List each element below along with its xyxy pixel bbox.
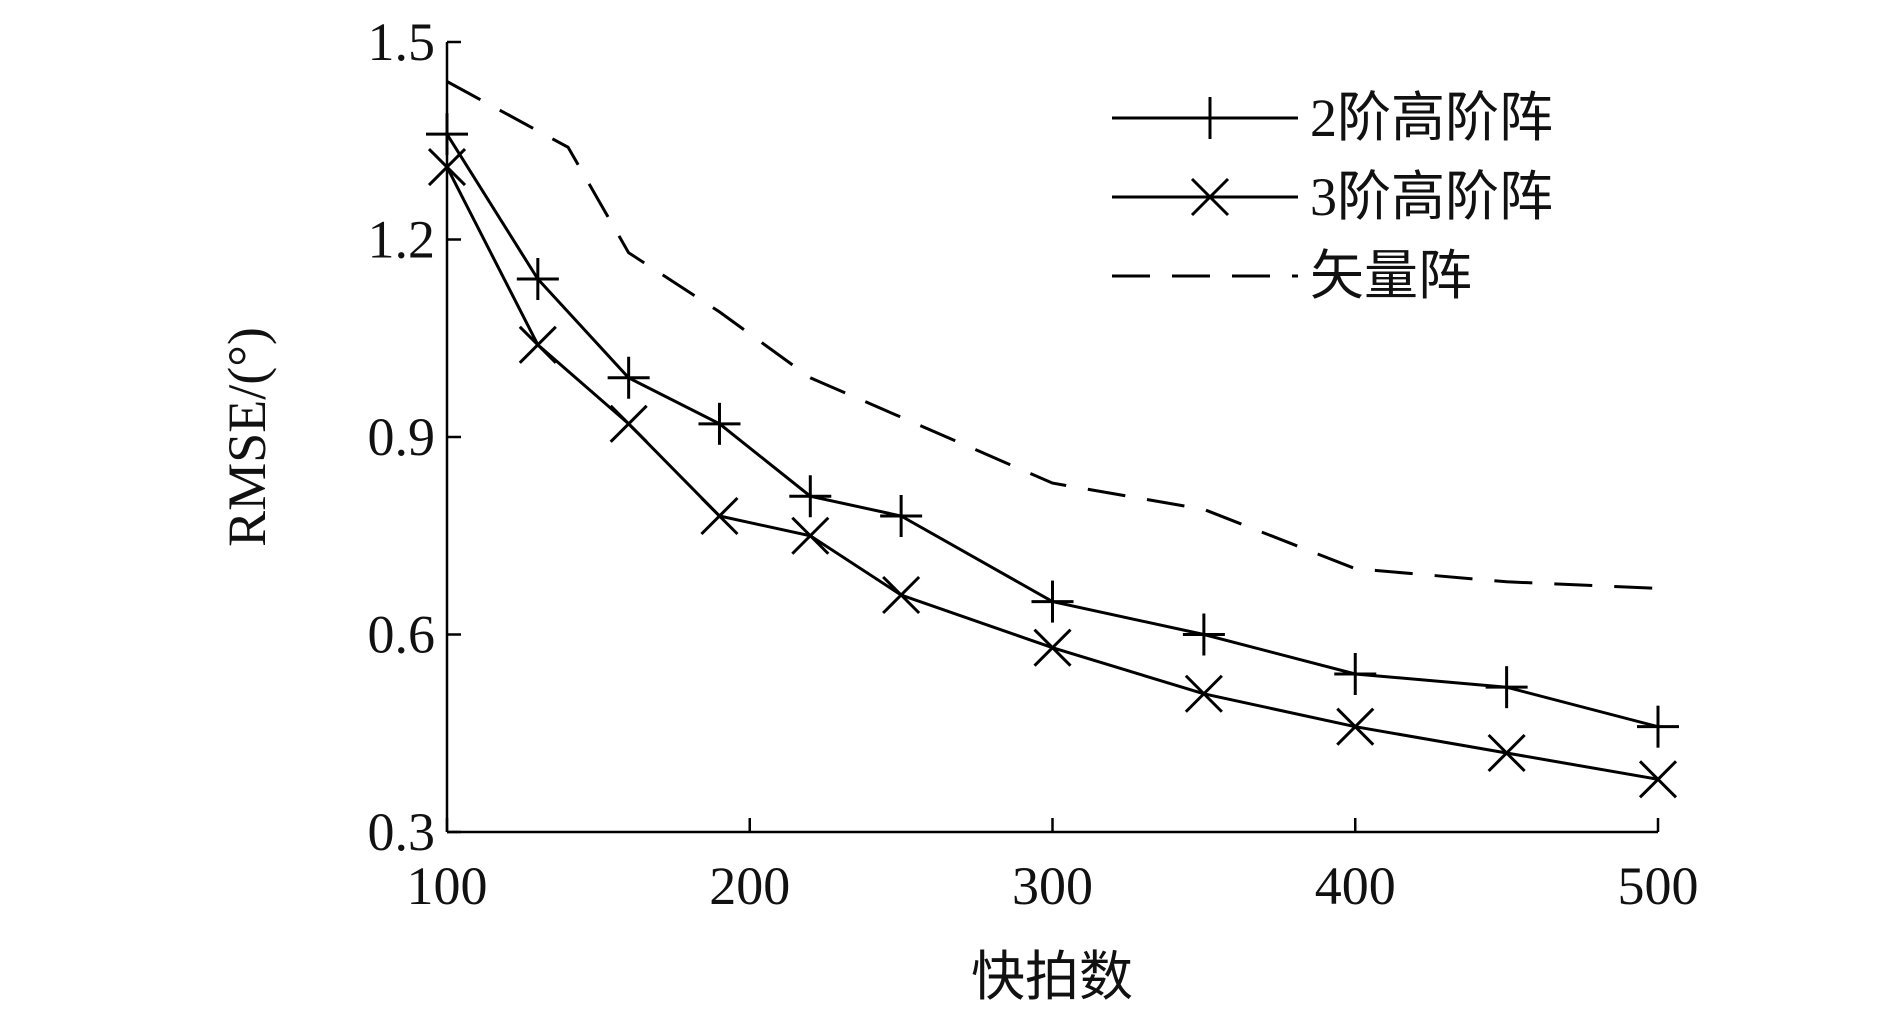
x-tick-label: 500 <box>1618 856 1699 916</box>
y-tick-label: 1.5 <box>368 12 436 72</box>
data-point <box>882 575 921 615</box>
data-point <box>1033 628 1072 667</box>
legend-label: 矢量阵 <box>1310 246 1472 306</box>
series-line <box>445 166 1659 781</box>
series-1 <box>426 113 1679 748</box>
axes <box>445 42 1658 834</box>
data-point <box>609 404 648 443</box>
data-point <box>1184 674 1223 713</box>
series-line <box>446 80 1659 590</box>
legend-marker <box>1190 177 1230 217</box>
data-point <box>607 356 650 399</box>
legend-entry: 矢量阵 <box>1112 246 1472 306</box>
x-tick-label: 100 <box>407 856 488 916</box>
series-3 <box>446 80 1659 590</box>
y-axis-title: RMSE/(°) <box>217 327 277 547</box>
data-point <box>1637 705 1679 748</box>
data-point <box>427 148 467 187</box>
data-point <box>518 325 557 364</box>
x-tick-label: 200 <box>709 856 790 916</box>
data-point <box>426 113 468 156</box>
data-point <box>791 516 830 555</box>
legend-entry: 2阶高阶阵 <box>1112 88 1553 148</box>
data-point <box>516 258 559 300</box>
data-point <box>1336 707 1375 746</box>
legend-entry: 3阶高阶阵 <box>1112 167 1553 227</box>
series-2 <box>427 148 1678 799</box>
legend-marker <box>1189 97 1231 139</box>
data-point <box>789 475 832 518</box>
x-tick-label: 300 <box>1012 856 1093 916</box>
x-tick-label: 400 <box>1315 856 1396 916</box>
data-point <box>700 496 739 536</box>
data-point <box>698 402 741 445</box>
data-point <box>1485 666 1528 709</box>
ticks: 100 200 300 400 500 0.3 0.6 0.9 1.2 1.5 <box>368 12 1699 916</box>
x-axis-title: 快拍数 <box>971 947 1133 1007</box>
legend-label: 2阶高阶阵 <box>1310 88 1553 148</box>
data-point <box>1182 613 1225 656</box>
data-point <box>880 495 923 537</box>
data-point <box>1031 580 1074 623</box>
series-layer <box>426 80 1679 799</box>
data-point <box>1487 733 1526 773</box>
legend-label: 3阶高阶阵 <box>1310 167 1553 227</box>
data-point <box>1334 653 1377 695</box>
y-tick-label: 1.2 <box>368 210 436 270</box>
y-tick-label: 0.3 <box>368 802 436 862</box>
y-tick-label: 0.6 <box>368 605 436 665</box>
y-tick-label: 0.9 <box>368 407 436 467</box>
data-point <box>1638 760 1678 799</box>
